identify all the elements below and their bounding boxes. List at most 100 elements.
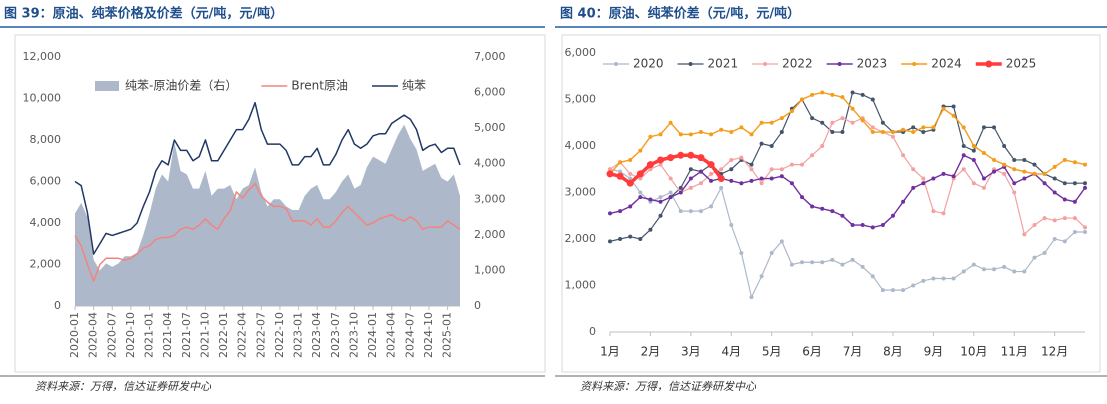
marker [981, 125, 986, 130]
y-tick-label: 12,000 [23, 50, 62, 63]
y-tick-label: 5,000 [565, 93, 597, 106]
marker [709, 171, 714, 176]
marker [688, 176, 693, 181]
marker [1072, 216, 1077, 221]
marker [658, 162, 663, 167]
line [609, 91, 1085, 242]
y-tick-label: 6,000 [30, 175, 62, 188]
legend-marker [985, 60, 993, 68]
marker [749, 167, 754, 172]
marker [981, 267, 986, 272]
x-tick-label: 2020-10 [124, 312, 137, 358]
marker [1062, 197, 1067, 202]
legend-label: 2021 [708, 57, 739, 71]
marker [820, 144, 825, 148]
marker [668, 195, 673, 200]
marker [1042, 171, 1047, 176]
y-tick-label: 3,000 [565, 186, 597, 199]
marker [1072, 160, 1077, 165]
marker [911, 130, 916, 135]
x-tick-label: 2024-04 [385, 312, 398, 358]
marker [830, 130, 835, 135]
legend-marker [688, 62, 693, 66]
marker [618, 160, 623, 165]
marker [1012, 190, 1017, 195]
marker [638, 237, 643, 241]
marker [850, 90, 855, 95]
marker [971, 262, 976, 267]
marker [1022, 176, 1027, 181]
marker [921, 176, 926, 181]
x-tick-label: 2020-04 [87, 312, 100, 358]
marker [971, 144, 976, 148]
marker [870, 125, 875, 130]
y2-tick-label: 2,000 [474, 228, 506, 241]
marker [638, 148, 643, 153]
marker [759, 120, 764, 125]
x-tick-label: 2022-07 [254, 312, 267, 358]
y2-tick-label: 5,000 [474, 121, 506, 134]
x-tick-label: 2021-04 [161, 312, 174, 358]
marker [1083, 225, 1087, 230]
marker [739, 250, 744, 255]
marker [820, 120, 825, 125]
chart-title: 图 40：原油、纯苯价差（元/吨，元/吨） [560, 6, 800, 22]
marker [840, 116, 845, 121]
marker [1012, 157, 1017, 162]
marker [709, 132, 714, 137]
marker [961, 167, 966, 172]
marker [840, 95, 845, 100]
x-tick-label: 2021-07 [180, 312, 193, 358]
marker [830, 209, 835, 214]
marker [678, 132, 683, 137]
x-tick-label: 2月 [641, 345, 661, 359]
marker [677, 151, 685, 159]
marker [1083, 185, 1087, 190]
chart-title: 图 39：原油、纯苯价格及价差（元/吨，元/吨） [4, 6, 283, 22]
marker [628, 157, 633, 162]
marker [850, 223, 855, 228]
marker [759, 274, 764, 279]
marker [618, 237, 623, 241]
x-tick-label: 2023-10 [347, 312, 360, 358]
marker [678, 185, 683, 190]
marker [870, 130, 875, 135]
marker [646, 161, 654, 169]
x-tick-label: 3月 [681, 345, 701, 359]
x-tick-label: 2021-10 [198, 312, 211, 358]
marker [810, 116, 815, 121]
y-tick-label: 4,000 [565, 139, 597, 152]
x-tick-label: 8月 [883, 345, 903, 359]
marker [608, 167, 612, 172]
marker [1083, 162, 1087, 167]
marker [1072, 199, 1077, 204]
marker [1042, 250, 1047, 255]
marker [1012, 167, 1017, 172]
y-tick-label: 8,000 [30, 133, 62, 146]
marker [901, 199, 906, 204]
marker [880, 120, 885, 125]
marker [648, 134, 653, 139]
marker [1032, 162, 1037, 167]
marker [921, 130, 926, 135]
area [75, 124, 460, 306]
marker [628, 234, 633, 239]
marker [1022, 232, 1027, 237]
marker [648, 197, 653, 202]
marker [759, 181, 764, 186]
legend-label: 2024 [931, 57, 962, 71]
marker [789, 262, 794, 267]
marker [981, 185, 986, 190]
marker [769, 144, 774, 148]
x-tick-label: 7月 [843, 345, 863, 359]
marker [789, 181, 794, 186]
chart-frame [14, 34, 546, 373]
marker [1083, 230, 1087, 235]
marker [697, 154, 705, 162]
marker [678, 209, 683, 214]
marker [739, 181, 744, 186]
marker [729, 157, 734, 162]
chart-frame [561, 34, 1101, 373]
marker [860, 92, 865, 97]
x-tick-label: 2020-07 [105, 312, 118, 358]
